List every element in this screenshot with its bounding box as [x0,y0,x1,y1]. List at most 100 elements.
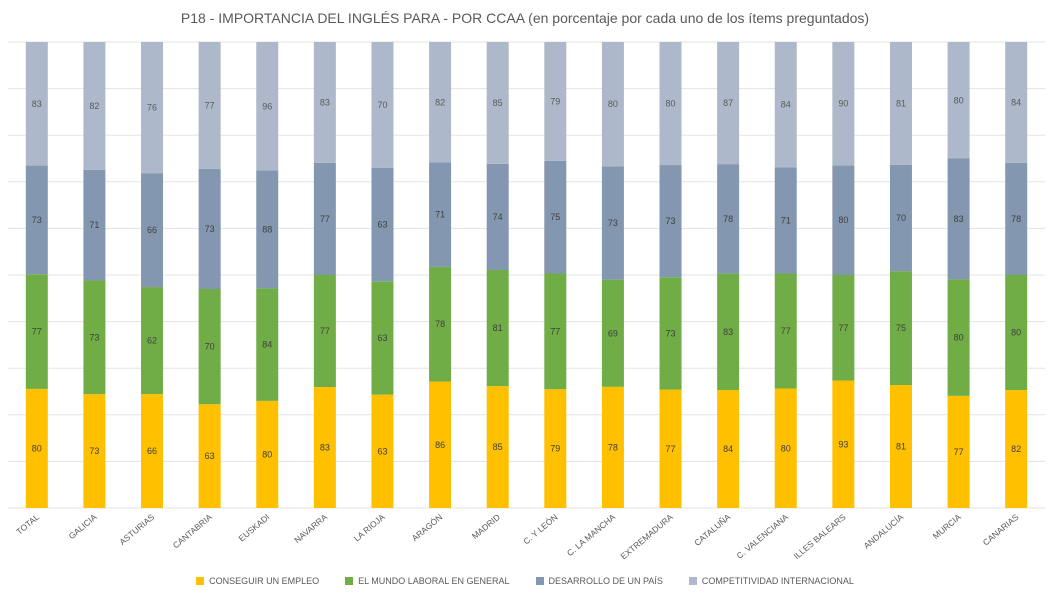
bar-segment [313,162,336,275]
data-label: 80 [781,443,791,453]
data-label: 80 [608,99,618,109]
bar-segment [256,288,279,401]
data-label: 79 [550,444,560,454]
data-label: 77 [666,444,676,454]
data-label: 75 [896,323,906,333]
data-label: 73 [89,446,99,456]
bar-segment [486,42,509,164]
bar-segment [141,394,164,508]
bar-segment [717,273,740,391]
data-label: 78 [723,214,733,224]
bar-segment [601,386,624,508]
bar-segment [25,165,48,275]
bar-segment [774,273,797,389]
data-label: 71 [89,220,99,230]
data-label: 90 [838,99,848,109]
bar-segment [1005,390,1028,508]
data-label: 82 [89,101,99,111]
data-label: 77 [954,447,964,457]
data-label: 96 [262,101,272,111]
bar-segment [947,395,970,508]
data-label: 80 [262,449,272,459]
bar-segment [429,162,452,267]
data-label: 73 [32,215,42,225]
data-label: 70 [896,213,906,223]
data-label: 77 [781,326,791,336]
data-label: 81 [493,323,503,333]
data-label: 77 [550,326,560,336]
bar-segment [313,387,336,508]
data-label: 76 [147,103,157,113]
data-label: 88 [262,224,272,234]
category-label: ILLES BALEARS [792,512,848,561]
bar-segment [141,42,164,174]
bar-segment [313,275,336,388]
bar-segment [947,158,970,280]
data-label: 80 [666,99,676,109]
category-label: C. VALENCIANA [735,512,791,561]
bar-segment [774,167,797,274]
bar-segment [429,381,452,508]
data-label: 70 [205,342,215,352]
bar-segment [83,42,106,170]
legend-swatch [688,577,697,585]
data-label: 75 [550,212,560,222]
bar-segment [889,42,912,165]
data-label: 71 [781,215,791,225]
bar-segment [1005,42,1028,163]
bar-segment [601,279,624,387]
category-label: NAVARRA [292,512,329,545]
data-label: 70 [377,100,387,110]
bar-segment [544,160,567,274]
bar-segment [198,42,221,169]
data-label: 81 [896,442,906,452]
category-label: ASTURIAS [117,512,156,547]
bar-segment [1005,162,1028,275]
data-label: 83 [32,99,42,109]
data-label: 78 [1011,214,1021,224]
bar-segment [256,42,279,171]
data-label: 87 [723,98,733,108]
legend-swatch [535,577,544,585]
bar-segment [83,280,106,395]
bar-segment [832,380,855,508]
category-label: MURCIA [931,512,963,541]
bar-segment [486,163,509,270]
bar-segment [832,275,855,381]
bar-segment [659,165,682,278]
bar-segment [717,390,740,508]
data-label: 85 [493,98,503,108]
bar-segment [717,42,740,165]
bar-segment [371,281,394,395]
data-label: 83 [320,443,330,453]
bar-segment [83,169,106,281]
bar-segment [544,273,567,390]
data-label: 77 [320,326,330,336]
legend-item: COMPETITIVIDAD INTERNACIONAL [688,576,854,586]
bar-segment [832,165,855,275]
data-label: 82 [1011,444,1021,454]
data-label: 93 [838,439,848,449]
category-label: LA RIOJA [352,512,387,544]
category-label: EUSKADI [237,512,272,544]
bar-segment [256,400,279,508]
bar-segment [198,168,221,289]
data-label: 66 [147,446,157,456]
data-label: 77 [32,327,42,337]
legend: CONSEGUIR UN EMPLEO EL MUNDO LABORAL EN G… [0,576,1050,586]
data-label: 77 [205,100,215,110]
data-label: 74 [493,212,503,222]
data-label: 78 [435,319,445,329]
category-label: CATALUÑA [692,512,732,548]
data-label: 80 [32,443,42,453]
data-label: 73 [666,216,676,226]
data-label: 63 [377,333,387,343]
data-label: 77 [838,323,848,333]
bar-segment [659,277,682,390]
legend-item: CONSEGUIR UN EMPLEO [196,576,319,586]
chart-title: P18 - IMPORTANCIA DEL INGLÉS PARA - POR … [180,10,870,26]
data-label: 86 [435,440,445,450]
category-label: TOTAL [14,512,41,537]
